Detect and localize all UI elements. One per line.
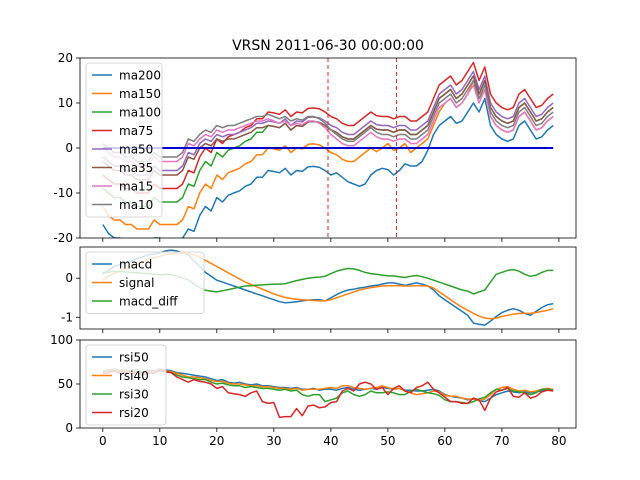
price-y-tick-label: -20 bbox=[53, 231, 73, 245]
chart-title: VRSN 2011-06-30 00:00:00 bbox=[232, 38, 424, 54]
x-tick-label: 50 bbox=[380, 434, 395, 448]
price-legend: ma200 ma150 ma100 ma75 ma50 ma35 ma15 ma10 bbox=[85, 62, 163, 218]
price-y-tick-label: 10 bbox=[58, 96, 73, 110]
legend-label-ma10: ma10 bbox=[119, 198, 153, 212]
legend-label-rsi20: rsi20 bbox=[119, 406, 149, 420]
x-tick-label: 30 bbox=[266, 434, 281, 448]
rsi-y-tick-label: 50 bbox=[58, 377, 73, 391]
chart-panels: -20-1001020ma200ma150ma100ma75ma50ma35ma… bbox=[50, 51, 577, 448]
legend-label-ma35: ma35 bbox=[119, 161, 153, 175]
legend-label-macd: macd bbox=[119, 258, 152, 272]
rsi-legend-box bbox=[85, 344, 167, 426]
legend-label-ma200: ma200 bbox=[119, 69, 161, 83]
x-tick-label: 0 bbox=[99, 434, 107, 448]
price-y-tick-label: 0 bbox=[65, 141, 73, 155]
x-tick-label: 20 bbox=[209, 434, 224, 448]
series-line-macd bbox=[102, 249, 554, 326]
x-tick-label: 40 bbox=[323, 434, 338, 448]
series-line-ma10 bbox=[102, 79, 554, 163]
price-y-tick-label: 20 bbox=[58, 51, 73, 65]
legend-label-rsi30: rsi30 bbox=[119, 388, 149, 402]
price-series-group bbox=[102, 58, 554, 238]
x-tick-label: 80 bbox=[551, 434, 566, 448]
rsi-series-group bbox=[102, 368, 554, 419]
macd-panel: -1 0 macd signal macd_diff bbox=[61, 246, 577, 333]
macd-legend: macd signal macd_diff bbox=[85, 251, 205, 314]
legend-label-ma150: ma150 bbox=[119, 87, 161, 101]
macd-legend-box bbox=[85, 251, 205, 314]
legend-label-ma50: ma50 bbox=[119, 143, 153, 157]
series-line-rsi20 bbox=[102, 369, 554, 419]
rsi-y-tick-label: 0 bbox=[65, 421, 73, 435]
x-tick-label: 70 bbox=[494, 434, 509, 448]
macd-y-tick-label: 0 bbox=[65, 271, 73, 285]
series-line-rsi40 bbox=[102, 369, 554, 402]
legend-label-rsi50: rsi50 bbox=[119, 351, 149, 365]
price-panel: -20-1001020ma200ma150ma100ma75ma50ma35ma… bbox=[53, 51, 577, 245]
x-tick-label: 60 bbox=[437, 434, 452, 448]
price-y-tick-label: -10 bbox=[53, 186, 73, 200]
legend-label-ma100: ma100 bbox=[119, 106, 161, 120]
macd-axes-frame bbox=[79, 246, 577, 330]
legend-label-rsi40: rsi40 bbox=[119, 369, 149, 383]
legend-label-ma75: ma75 bbox=[119, 124, 153, 138]
legend-label-ma15: ma15 bbox=[119, 180, 153, 194]
legend-label-macd_diff: macd_diff bbox=[119, 295, 178, 309]
macd-y-tick-label: -1 bbox=[61, 310, 73, 324]
rsi-legend: rsi50 rsi40 rsi30 rsi20 bbox=[85, 344, 167, 426]
x-tick-label: 10 bbox=[152, 434, 167, 448]
price-legend-box bbox=[85, 62, 163, 218]
legend-label-signal: signal bbox=[119, 276, 155, 290]
rsi-y-tick-label: 100 bbox=[50, 333, 73, 347]
